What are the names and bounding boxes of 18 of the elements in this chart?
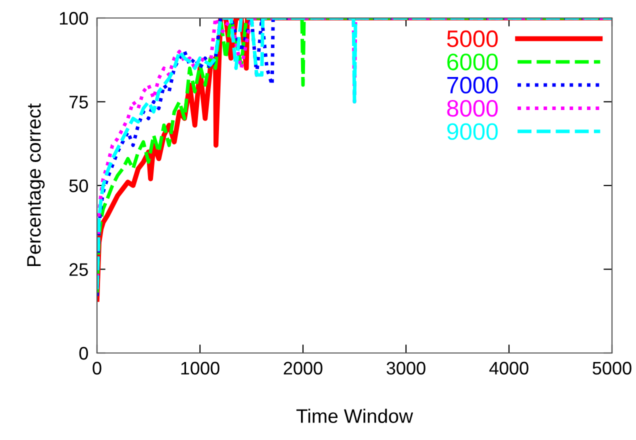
y-tick-label: 50 bbox=[69, 179, 88, 192]
legend-label: 6000 bbox=[447, 54, 498, 70]
legend-label: 7000 bbox=[447, 76, 498, 94]
x-tick-label: 3000 bbox=[386, 362, 426, 375]
x-tick-label: 1000 bbox=[181, 362, 220, 375]
y-tick-label: 0 bbox=[79, 346, 88, 360]
legend-label: 5000 bbox=[447, 30, 498, 48]
x-tick-label: 0 bbox=[92, 362, 102, 375]
x-tick-label: 4000 bbox=[489, 362, 528, 375]
y-axis-title: Percentage correct bbox=[27, 103, 45, 266]
y-tick-label: 100 bbox=[60, 12, 88, 25]
x-tick-label: 5000 bbox=[592, 362, 632, 375]
legend-label: 9000 bbox=[447, 123, 498, 140]
legend-label: 8000 bbox=[447, 100, 498, 117]
y-tick-label: 25 bbox=[69, 263, 88, 276]
x-axis-title: Time Window bbox=[296, 408, 414, 424]
x-tick-label: 2000 bbox=[284, 362, 322, 375]
y-tick-label: 75 bbox=[70, 96, 88, 108]
